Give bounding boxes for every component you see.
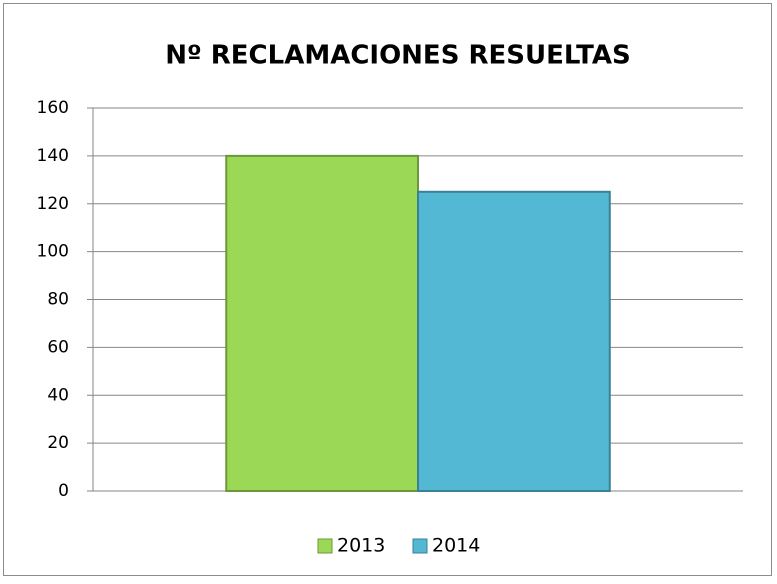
y-tick-label: 60: [47, 337, 69, 357]
y-tick-label: 100: [37, 242, 69, 262]
bar: [225, 154, 419, 492]
y-tick-label: 0: [58, 481, 69, 501]
y-tick-label: 80: [47, 290, 69, 310]
y-tick-label: 140: [37, 146, 69, 166]
legend-label: 2013: [337, 535, 385, 557]
legend-swatch: [412, 538, 428, 554]
legend-label: 2014: [432, 535, 480, 557]
bar: [417, 190, 611, 492]
chart-title: Nº RECLAMACIONES RESUELTAS: [165, 41, 630, 71]
y-tick-label: 20: [47, 433, 69, 453]
y-tick-label: 40: [47, 385, 69, 405]
legend-swatch: [317, 538, 333, 554]
y-tick-label: 160: [37, 98, 69, 118]
y-tick-label: 120: [37, 194, 69, 214]
